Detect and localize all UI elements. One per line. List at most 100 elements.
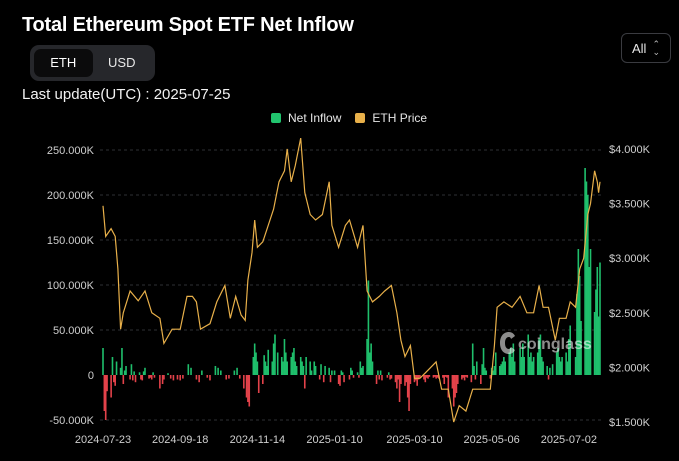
net-inflow-bar — [130, 364, 133, 375]
net-inflow-bar — [596, 267, 599, 375]
net-inflow-bar — [343, 375, 345, 383]
net-inflow-bar — [432, 375, 435, 378]
net-inflow-bar — [333, 370, 336, 375]
net-inflow-bar — [161, 375, 164, 384]
net-inflow-bar — [396, 375, 398, 389]
net-inflow-bar — [443, 375, 446, 384]
net-inflow-bar — [536, 352, 539, 375]
net-inflow-bar — [546, 366, 548, 375]
net-inflow-bar — [389, 375, 391, 380]
net-inflow-bar — [350, 367, 352, 375]
net-inflow-bar — [558, 357, 561, 375]
y-left-tick-label: 0 — [88, 370, 94, 382]
net-inflow-bar — [470, 375, 473, 383]
y-right-tick-label: $3.000K — [609, 253, 651, 265]
net-inflow-bar — [595, 289, 597, 375]
net-inflow-bar — [557, 348, 559, 375]
net-inflow-bar — [576, 294, 578, 375]
net-inflow-bar — [446, 375, 448, 378]
net-inflow-bar — [417, 375, 420, 380]
net-inflow-bar — [236, 367, 238, 375]
chart-legend: Net Inflow ETH Price — [271, 111, 427, 125]
net-inflow-bar — [283, 339, 286, 375]
net-inflow-bar — [375, 375, 378, 384]
net-inflow-bar — [425, 375, 428, 378]
net-inflow-bar — [370, 343, 372, 375]
net-inflow-bar — [428, 375, 431, 377]
net-inflow-bar — [462, 375, 465, 378]
net-inflow-bar — [538, 339, 540, 375]
net-inflow-bar — [527, 334, 530, 375]
net-inflow-bar — [508, 352, 511, 375]
net-inflow-bar — [322, 375, 325, 383]
net-inflow-bar — [503, 357, 505, 375]
net-inflow-bar — [206, 375, 209, 378]
legend-item-net-inflow[interactable]: Net Inflow — [271, 111, 341, 125]
net-inflow-bar — [356, 372, 359, 375]
net-inflow-bar — [542, 361, 544, 375]
range-select[interactable]: All ⌃ ⌄ — [621, 33, 671, 63]
net-inflow-bar — [485, 370, 488, 375]
net-inflow-bar — [444, 375, 447, 377]
net-inflow-bar — [144, 367, 146, 375]
net-inflow-bar — [574, 357, 577, 375]
net-inflow-bars — [102, 168, 601, 420]
net-inflow-bar — [360, 367, 363, 375]
net-inflow-bar — [400, 375, 402, 384]
net-inflow-bar — [291, 352, 294, 375]
net-inflow-bar — [123, 370, 126, 375]
net-inflow-bar — [584, 168, 586, 375]
net-inflow-bar — [274, 334, 276, 375]
net-inflow-bar — [102, 348, 104, 375]
net-inflow-bar — [378, 375, 381, 380]
net-inflow-bar — [329, 375, 332, 383]
legend-item-eth-price[interactable]: ETH Price — [355, 111, 427, 125]
net-inflow-bar — [187, 364, 190, 375]
net-inflow-bar — [261, 375, 264, 384]
net-inflow-bar — [381, 375, 383, 381]
net-inflow-bar — [138, 372, 141, 375]
net-inflow-bar — [257, 375, 260, 393]
coinglass-logo-icon — [500, 332, 515, 354]
net-inflow-bar — [424, 375, 427, 383]
net-inflow-bar — [547, 375, 550, 380]
net-inflow-bar — [427, 375, 429, 379]
net-inflow-bar — [484, 367, 486, 375]
toggle-eth-option[interactable]: ETH — [34, 49, 93, 77]
legend-swatch-eth-price — [355, 113, 366, 123]
net-inflow-bar — [115, 361, 118, 375]
net-inflow-bar — [577, 249, 580, 375]
net-inflow-bar — [566, 361, 569, 375]
net-inflow-bar — [435, 375, 437, 379]
net-inflow-bar — [303, 375, 306, 389]
net-inflow-bar — [301, 361, 303, 375]
net-inflow-bar — [473, 366, 475, 375]
net-inflow-bar — [169, 375, 172, 379]
net-inflow-bar — [465, 375, 467, 377]
y-left-tick-label: 150.000K — [47, 235, 95, 247]
y-left-tick-label: 50.000K — [53, 325, 95, 337]
net-inflow-bar — [341, 372, 344, 375]
net-inflow-bar — [386, 375, 389, 378]
y-right-tick-label: $4.000K — [609, 144, 651, 156]
net-inflow-bar — [348, 375, 351, 380]
x-tick-label: 2025-01-10 — [306, 434, 362, 446]
net-inflow-bar — [511, 357, 513, 375]
net-inflow-bar — [337, 375, 340, 384]
net-inflow-bar — [286, 361, 288, 375]
net-inflow-bar — [463, 375, 466, 381]
net-inflow-bar — [214, 366, 217, 375]
net-inflow-bar — [494, 352, 497, 375]
net-inflow-bar — [305, 357, 307, 375]
net-inflow-bar — [142, 371, 145, 375]
net-inflow-bar — [492, 370, 494, 375]
net-inflow-bar — [238, 375, 241, 379]
net-inflow-bar — [248, 375, 251, 407]
x-tick-label: 2024-11-14 — [230, 434, 285, 446]
net-inflow-bar — [509, 348, 512, 375]
x-tick-label: 2025-07-02 — [541, 434, 597, 446]
net-inflow-bar — [141, 375, 144, 381]
toggle-usd-option[interactable]: USD — [108, 55, 136, 70]
net-inflow-bar — [121, 348, 123, 375]
net-inflow-bar — [461, 375, 463, 380]
